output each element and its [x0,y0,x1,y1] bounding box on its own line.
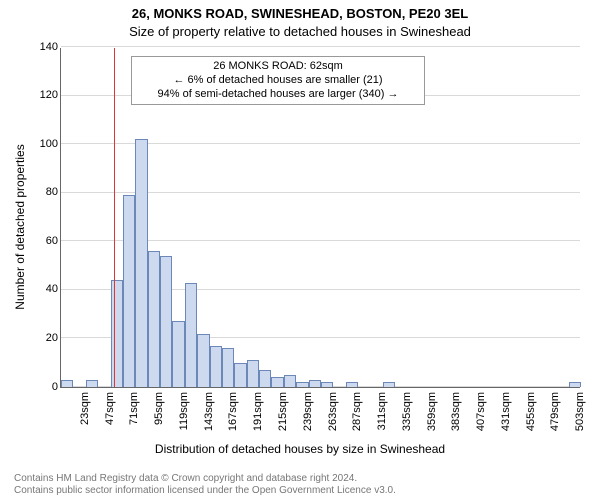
x-tick-label: 383sqm [450,392,462,442]
x-tick-label: 143sqm [203,392,215,442]
y-tick-label: 0 [28,381,58,393]
x-tick-label: 335sqm [401,392,413,442]
chart-subtitle: Size of property relative to detached ho… [0,24,600,39]
x-tick-label: 359sqm [426,392,438,442]
histogram-bar [148,251,160,387]
histogram-bar [234,363,246,387]
histogram-bar [210,346,222,387]
histogram-bar [61,380,73,387]
histogram-bar [296,382,308,387]
y-tick-label: 60 [28,235,58,247]
histogram-bar [259,370,271,387]
histogram-bar [160,256,172,387]
chart-title-address: 26, MONKS ROAD, SWINESHEAD, BOSTON, PE20… [0,6,600,21]
gridline [61,46,580,47]
histogram-bar [247,360,259,387]
x-tick-label: 503sqm [574,392,586,442]
x-tick-label: 191sqm [252,392,264,442]
x-tick-label: 95sqm [153,392,165,442]
x-axis-label: Distribution of detached houses by size … [0,442,600,456]
x-tick-label: 407sqm [475,392,487,442]
histogram-bar [197,334,209,387]
footer-line-1: Contains HM Land Registry data © Crown c… [14,473,396,485]
histogram-bar [172,321,184,387]
y-tick-label: 140 [28,41,58,53]
histogram-bar [383,382,395,387]
annotation-line: 26 MONKS ROAD: 62sqm [138,60,418,74]
annotation-line: ← 6% of detached houses are smaller (21) [138,74,418,88]
y-tick-label: 80 [28,186,58,198]
histogram-bar [222,348,234,387]
x-tick-label: 287sqm [351,392,363,442]
x-tick-label: 215sqm [277,392,289,442]
y-tick-label: 20 [28,332,58,344]
marker-line [114,48,115,387]
histogram-bar [284,375,296,387]
histogram-bar [111,280,123,387]
plot-area: 02040608010012014023sqm47sqm71sqm95sqm11… [60,48,580,388]
histogram-bar [185,283,197,387]
x-tick-label: 455sqm [525,392,537,442]
x-tick-label: 119sqm [178,392,190,442]
x-tick-label: 263sqm [327,392,339,442]
x-tick-label: 23sqm [79,392,91,442]
x-tick-label: 431sqm [500,392,512,442]
annotation-line: 94% of semi-detached houses are larger (… [138,88,418,102]
histogram-bar [309,380,321,387]
footer-line-2: Contains public sector information licen… [14,485,396,497]
annotation-box: 26 MONKS ROAD: 62sqm← 6% of detached hou… [131,56,425,105]
histogram-bar [346,382,358,387]
x-tick-label: 311sqm [376,392,388,442]
chart-container: 26, MONKS ROAD, SWINESHEAD, BOSTON, PE20… [0,0,600,500]
x-tick-label: 239sqm [302,392,314,442]
histogram-bar [123,195,135,387]
histogram-bar [271,377,283,387]
histogram-bar [135,139,147,387]
histogram-bar [86,380,98,387]
histogram-bar [569,382,581,387]
x-tick-label: 47sqm [104,392,116,442]
histogram-bar [321,382,333,387]
x-tick-label: 479sqm [549,392,561,442]
y-tick-label: 120 [28,89,58,101]
x-tick-label: 167sqm [227,392,239,442]
y-axis-label: Number of detached properties [13,127,27,327]
x-tick-label: 71sqm [128,392,140,442]
y-tick-label: 100 [28,138,58,150]
y-tick-label: 40 [28,283,58,295]
footer-attribution: Contains HM Land Registry data © Crown c… [14,473,396,496]
